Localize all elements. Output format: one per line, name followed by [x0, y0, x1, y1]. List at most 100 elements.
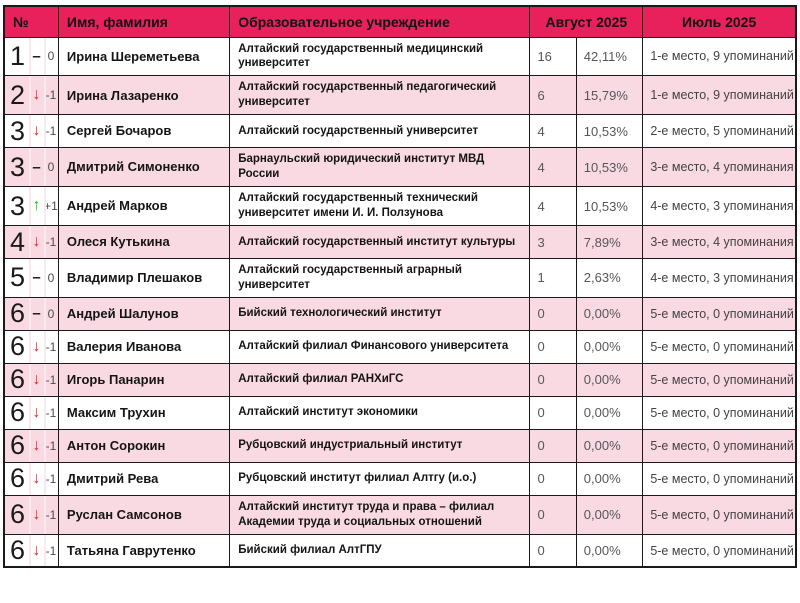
august-mentions-count: 6: [529, 75, 577, 116]
rank-change-icon: –: [32, 269, 41, 287]
rank-number: 6: [9, 463, 25, 494]
rank-number: 4: [9, 226, 25, 257]
rank-number: 6: [9, 298, 25, 329]
rank-number: 6: [9, 331, 25, 362]
table-body: 1 – 0 Ирина Шереметьева Алтайский госуда…: [3, 36, 797, 568]
person-name: Татьяна Гаврутенко: [57, 533, 231, 568]
july-result: 4-е место, 3 упоминания: [642, 258, 797, 298]
august-mentions-count: 1: [529, 258, 577, 298]
rank-change-value: -1: [45, 124, 57, 139]
august-mentions-percent: 15,79%: [575, 75, 644, 116]
august-mentions-percent: 42,11%: [575, 36, 644, 77]
rank-number: 5: [9, 262, 25, 293]
rank-change-value: -1: [45, 471, 57, 486]
rank-wrap: 3 ↑ +1: [5, 187, 58, 225]
institution-name: Бийский технологический институт: [229, 296, 531, 331]
rank-change-value: -1: [45, 339, 57, 354]
rank-change-icon: ↓: [32, 505, 41, 523]
table-row: 3 – 0 Дмитрий Симоненко Барнаульский юри…: [3, 147, 797, 188]
person-name: Валерия Иванова: [57, 329, 231, 364]
rank-change-icon: ↓: [32, 337, 41, 355]
header-institution: Образовательное учреждение: [229, 5, 531, 38]
person-name: Руслан Самсонов: [57, 494, 231, 535]
institution-name: Алтайский филиал РАНХиГС: [229, 362, 531, 397]
person-name: Ирина Шереметьева: [57, 36, 231, 77]
table-row: 2 ↓ -1 Ирина Лазаренко Алтайский государ…: [3, 75, 797, 116]
page: № Имя, фамилия Образовательное учреждени…: [3, 5, 797, 569]
institution-name: Алтайский государственный педагогический…: [229, 75, 531, 116]
rank-number: 2: [9, 79, 25, 110]
rank-change-icon: ↑: [32, 197, 41, 215]
rank-wrap: 3 ↓ -1: [5, 115, 58, 147]
august-mentions-percent: 0,00%: [575, 362, 644, 397]
rank-change-value: 0: [47, 160, 55, 175]
august-mentions-percent: 7,89%: [575, 225, 644, 259]
table-row: 3 ↓ -1 Сергей Бочаров Алтайский государс…: [3, 114, 797, 149]
august-mentions-count: 0: [529, 329, 577, 364]
august-mentions-count: 4: [529, 186, 577, 226]
rank-change-icon: ↓: [32, 469, 41, 487]
table-row: 6 ↓ -1 Антон Сорокин Рубцовский индустри…: [3, 428, 797, 463]
table-header: № Имя, фамилия Образовательное учреждени…: [3, 5, 797, 38]
rank-change-icon: –: [32, 158, 41, 176]
august-mentions-percent: 10,53%: [575, 186, 644, 226]
rank-number: 1: [9, 40, 25, 71]
person-name: Олеся Кутькина: [57, 225, 231, 259]
header-august: Август 2025: [529, 5, 644, 38]
rank-change-icon: ↓: [32, 403, 41, 421]
july-result: 4-е место, 3 упоминания: [642, 186, 797, 226]
table-row: 6 ↓ -1 Дмитрий Рева Рубцовский институт …: [3, 461, 797, 496]
july-result: 5-е место, 0 упоминаний: [642, 494, 797, 535]
august-mentions-percent: 10,53%: [575, 114, 644, 149]
institution-name: Рубцовский институт филиал Алтгу (и.о.): [229, 461, 531, 496]
person-name: Андрей Шалунов: [57, 296, 231, 331]
rank-number: 6: [9, 430, 25, 461]
rank-change-icon: –: [32, 305, 41, 323]
institution-name: Бийский филиал АлтГПУ: [229, 533, 531, 568]
header-rank: №: [3, 5, 59, 38]
table-row: 4 ↓ -1 Олеся Кутькина Алтайский государс…: [3, 225, 797, 259]
july-result: 5-е место, 0 упоминаний: [642, 296, 797, 331]
july-result: 3-е место, 4 упоминания: [642, 225, 797, 259]
rank-wrap: 3 – 0: [5, 148, 58, 186]
august-mentions-count: 4: [529, 114, 577, 149]
person-name: Максим Трухин: [57, 395, 231, 430]
rank-cell: 5 – 0: [3, 258, 59, 298]
table-row: 1 – 0 Ирина Шереметьева Алтайский госуда…: [3, 36, 797, 77]
rank-cell: 3 – 0: [3, 147, 59, 188]
rank-change-value: 0: [47, 306, 55, 321]
rank-change-value: +1: [44, 199, 58, 214]
july-result: 3-е место, 4 упоминания: [642, 147, 797, 188]
rank-number: 3: [9, 190, 25, 221]
rank-wrap: 6 ↓ -1: [5, 463, 58, 495]
table-row: 6 ↓ -1 Игорь Панарин Алтайский филиал РА…: [3, 362, 797, 397]
institution-name: Алтайский филиал Финансового университет…: [229, 329, 531, 364]
rank-change-icon: ↓: [32, 86, 41, 104]
rank-change-value: -1: [45, 405, 57, 420]
august-mentions-percent: 0,00%: [575, 494, 644, 535]
july-result: 5-е место, 0 упоминаний: [642, 395, 797, 430]
august-mentions-percent: 10,53%: [575, 147, 644, 188]
rank-change-value: -1: [45, 88, 57, 103]
institution-name: Алтайский государственный технический ун…: [229, 186, 531, 226]
rank-cell: 4 ↓ -1: [3, 225, 59, 259]
rank-wrap: 6 ↓ -1: [5, 364, 58, 396]
rank-change-icon: ↓: [32, 370, 41, 388]
ranking-table: № Имя, фамилия Образовательное учреждени…: [3, 5, 797, 569]
august-mentions-percent: 0,00%: [575, 329, 644, 364]
institution-name: Алтайский государственный аграрный униве…: [229, 258, 531, 298]
rank-number: 3: [9, 115, 25, 146]
rank-number: 6: [9, 535, 25, 565]
rank-number: 6: [9, 364, 25, 395]
rank-cell: 6 ↓ -1: [3, 362, 59, 397]
august-mentions-percent: 0,00%: [575, 428, 644, 463]
july-result: 1-е место, 9 упоминаний: [642, 75, 797, 116]
person-name: Сергей Бочаров: [57, 114, 231, 149]
rank-wrap: 2 ↓ -1: [5, 76, 58, 114]
rank-change-value: -1: [45, 372, 57, 387]
person-name: Андрей Марков: [57, 186, 231, 226]
header-july: Июль 2025: [642, 5, 797, 38]
august-mentions-count: 16: [529, 36, 577, 77]
august-mentions-percent: 0,00%: [575, 461, 644, 496]
institution-name: Алтайский институт экономики: [229, 395, 531, 430]
